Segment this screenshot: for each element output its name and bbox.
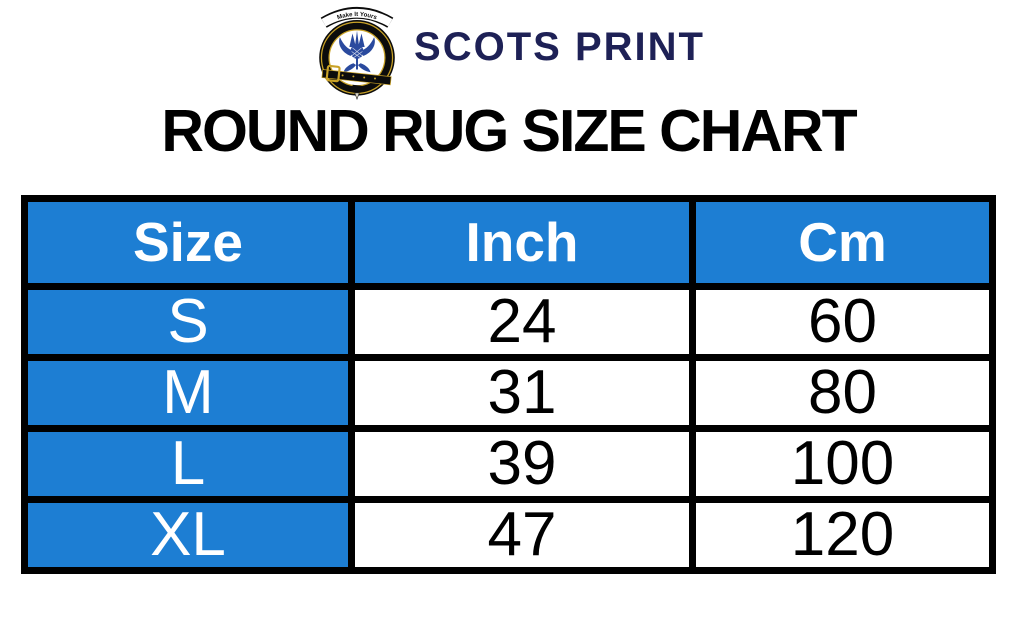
column-header-cm: Cm [689, 195, 996, 290]
inch-cell: 31 [348, 354, 696, 432]
size-cell: S [21, 283, 355, 361]
table-row: S 24 60 [21, 283, 996, 361]
size-cell: L [21, 425, 355, 503]
page-title: ROUND RUG SIZE CHART [161, 98, 857, 164]
size-chart-table: Size Inch Cm S 24 60 M 31 80 L 39 100 [21, 195, 996, 574]
cm-cell: 60 [689, 283, 996, 361]
crest-banner-text: Make It Yours [336, 11, 378, 22]
thistle-crest-icon: Make It Yours [319, 7, 395, 101]
inch-cell: 39 [348, 425, 696, 503]
brand-header: Make It Yours SCOTS PRINT [0, 0, 1017, 101]
size-cell: XL [21, 496, 355, 574]
table-row: XL 47 120 [21, 496, 996, 574]
size-cell: M [21, 354, 355, 432]
brand-logo: Make It Yours [312, 0, 402, 108]
svg-text:Make It Yours: Make It Yours [336, 11, 378, 22]
cm-cell: 80 [689, 354, 996, 432]
table-row: M 31 80 [21, 354, 996, 432]
column-header-size: Size [21, 195, 355, 290]
inch-cell: 24 [348, 283, 696, 361]
table-row: L 39 100 [21, 425, 996, 503]
thistle-icon [339, 30, 375, 73]
inch-cell: 47 [348, 496, 696, 574]
header-row: Size Inch Cm [21, 195, 996, 290]
cm-cell: 120 [689, 496, 996, 574]
cm-cell: 100 [689, 425, 996, 503]
column-header-inch: Inch [348, 195, 696, 290]
brand-name: SCOTS PRINT [414, 25, 705, 69]
